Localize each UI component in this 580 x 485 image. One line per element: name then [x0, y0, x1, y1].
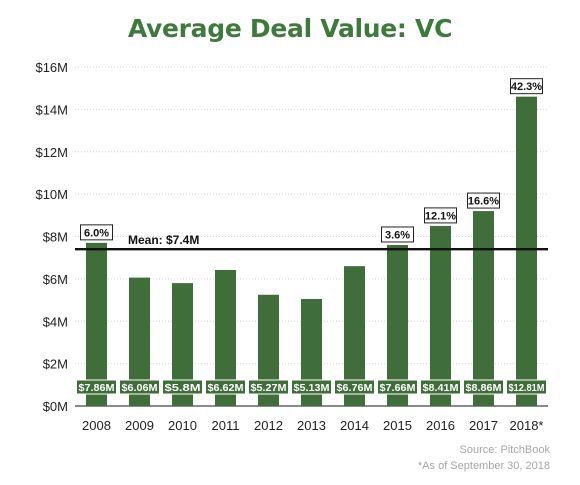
bar: [301, 299, 322, 406]
bars: [86, 96, 537, 406]
y-tick-label: $12M: [35, 145, 68, 160]
value-label: $7.86M: [79, 382, 115, 394]
bar: [344, 266, 365, 406]
value-label-box: [205, 379, 246, 395]
x-tick-label: 2012: [254, 418, 283, 433]
value-label: $6.62M: [208, 382, 244, 394]
value-label-box: [76, 379, 117, 395]
mean-line-group: Mean: $7.4M: [75, 233, 548, 251]
chart-title: Average Deal Value: VC: [127, 14, 453, 43]
value-label-box: [248, 379, 289, 395]
value-label-box: [420, 379, 461, 395]
value-label-box: [119, 379, 160, 395]
x-tick-label: 2016: [426, 418, 455, 433]
percent-label-box: [381, 226, 414, 243]
bar: [430, 225, 451, 406]
grid-layer: [75, 66, 548, 365]
percent-label: 3.6%: [385, 229, 410, 241]
y-tick-label: $6M: [43, 272, 68, 287]
value-label: $5.13M: [294, 382, 330, 394]
value-label-box: [377, 379, 418, 395]
bar-labels: $7.86M 6.0% $6.06M $5.8M $6.62M $5.27M $5.13M $…: [76, 78, 547, 395]
x-tick-label: 2013: [297, 418, 326, 433]
bar: [172, 283, 193, 406]
value-label: $7.66M: [380, 382, 416, 394]
value-label: $5.8M: [165, 382, 201, 394]
bar: [516, 96, 537, 406]
bar: [258, 294, 279, 406]
x-tick-label: 2017: [469, 418, 498, 433]
bar: [215, 269, 236, 406]
x-tick-label: 2018*: [510, 418, 544, 433]
value-label-box: [506, 379, 547, 395]
percent-label-box: [467, 192, 500, 209]
bar: [129, 277, 150, 406]
y-axis: $0M $2M $4M $6M $8M $10M $12M $14M $16M: [35, 60, 548, 414]
percent-label: 42.3%: [511, 81, 542, 93]
y-tick-label: $0M: [43, 399, 68, 414]
bar: [473, 211, 494, 406]
value-label-box: [334, 379, 375, 395]
y-tick-label: $8M: [43, 230, 68, 245]
source-note: Source: PitchBook: [459, 444, 551, 456]
x-axis: 2008 2009 2010 2011 2012 2013 2014 2015 2016 2017…: [82, 418, 543, 433]
mean-label: Mean: $7.4M: [128, 233, 199, 247]
value-label-box: [463, 379, 504, 395]
value-label: $8.41M: [423, 382, 459, 394]
value-label: $5.27M: [251, 382, 287, 394]
x-tick-label: 2009: [125, 418, 154, 433]
percent-label: 12.1%: [425, 210, 456, 222]
percent-label-box: [510, 78, 543, 95]
percent-label: 6.0%: [84, 227, 109, 239]
y-tick-label: $16M: [35, 60, 68, 75]
percent-label-box: [80, 224, 113, 241]
value-label: $6.76M: [337, 382, 373, 394]
value-label: $12.81M: [509, 382, 545, 394]
y-tick-label: $4M: [43, 314, 68, 329]
x-tick-label: 2011: [212, 418, 240, 433]
value-label: $6.06M: [122, 382, 158, 394]
x-tick-label: 2010: [168, 418, 197, 433]
value-label: $8.86M: [466, 382, 502, 394]
percent-label: 16.6%: [468, 196, 499, 208]
bar: [86, 242, 107, 406]
y-tick-label: $10M: [35, 187, 68, 202]
bar: [387, 244, 408, 406]
percent-label-box: [424, 207, 457, 224]
value-label-box: [162, 379, 203, 395]
x-tick-label: 2015: [383, 418, 412, 433]
y-tick-label: $2M: [43, 357, 68, 372]
footnote: *As of September 30, 2018: [417, 460, 550, 472]
y-tick-label: $14M: [35, 102, 68, 117]
x-tick-label: 2008: [82, 418, 111, 433]
x-tick-label: 2014: [340, 418, 369, 433]
value-label-box: [291, 379, 332, 395]
